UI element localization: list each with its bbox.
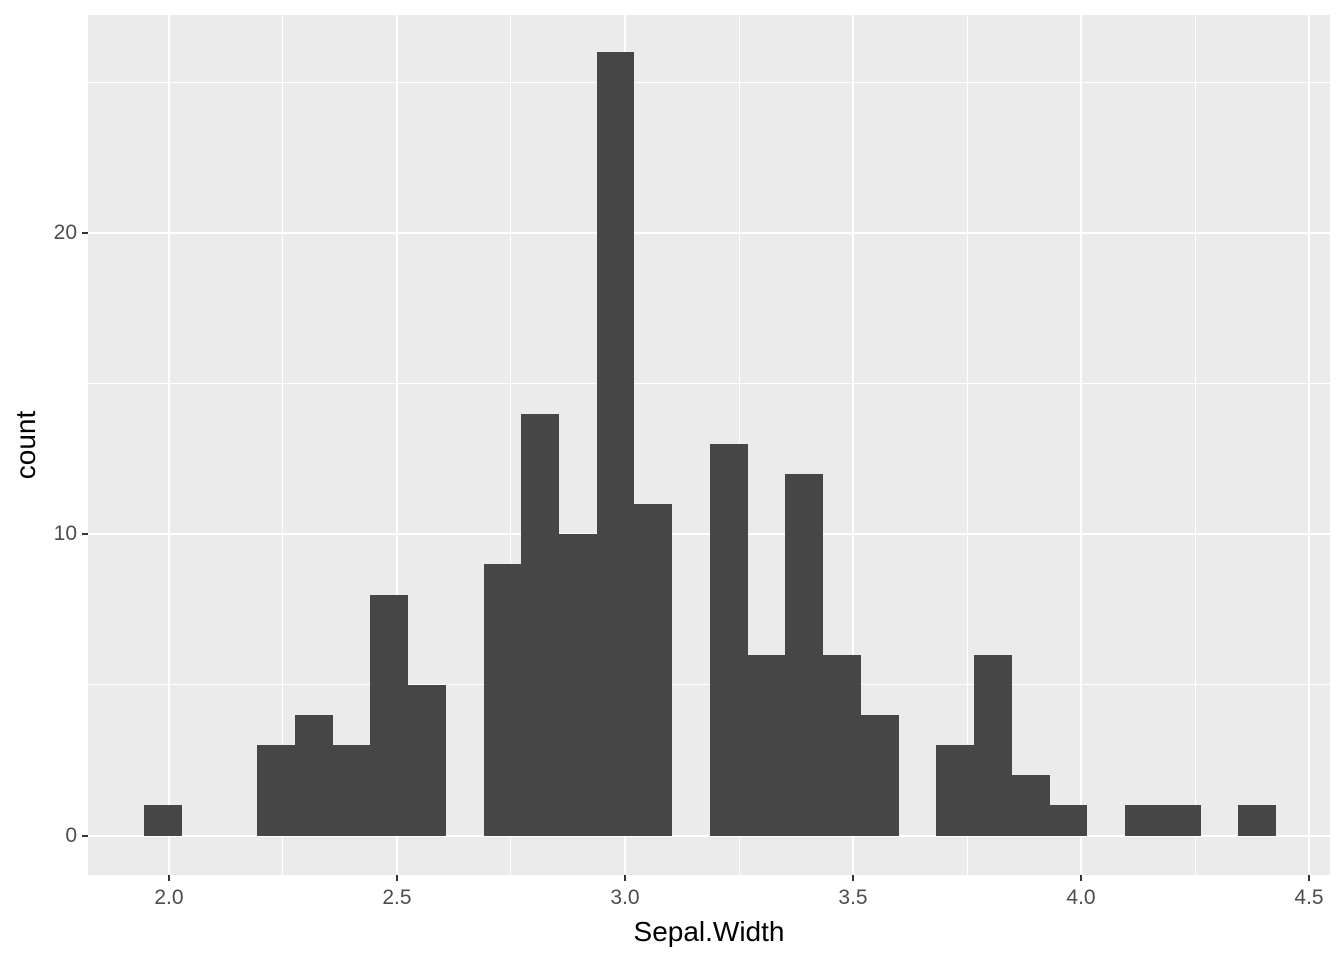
y-tick-label: 20: [53, 221, 77, 245]
histogram-bar: [143, 805, 182, 836]
histogram-bar: [332, 745, 371, 836]
gridline-major-horizontal: [88, 533, 1330, 536]
histogram-bar: [370, 594, 408, 836]
histogram-bar: [823, 654, 861, 836]
x-tick-label: 2.5: [382, 886, 412, 909]
x-tick-mark: [167, 875, 170, 881]
x-tick-label: 4.0: [1066, 886, 1096, 909]
gridline-major-vertical: [1080, 15, 1083, 875]
y-tick-mark: [82, 533, 88, 536]
histogram-bar: [1011, 775, 1050, 836]
y-axis-title: count: [10, 410, 41, 480]
gridline-minor-vertical: [282, 15, 284, 875]
y-tick-label: 10: [53, 522, 77, 546]
histogram-bar: [860, 715, 899, 836]
histogram-bar: [1238, 805, 1276, 836]
gridline-minor-horizontal: [88, 81, 1330, 83]
plot-panel: [88, 15, 1330, 875]
histogram-bar: [483, 564, 522, 836]
x-tick-mark: [852, 875, 854, 881]
histogram-bar: [974, 654, 1012, 836]
gridline-major-vertical: [167, 15, 170, 875]
histogram-bar: [1049, 805, 1088, 836]
histogram-bar: [634, 504, 673, 836]
x-tick-label: 3.5: [838, 886, 868, 909]
x-tick-label: 3.0: [610, 886, 640, 909]
y-tick-label: 0: [65, 823, 77, 847]
gridline-major-vertical: [852, 15, 854, 875]
x-tick-mark: [1308, 875, 1311, 881]
histogram-bar: [1162, 805, 1201, 836]
gridline-major-horizontal: [88, 834, 1330, 837]
y-tick-mark: [82, 834, 88, 837]
gridline-major-vertical: [1308, 15, 1311, 875]
gridline-minor-vertical: [966, 15, 968, 875]
histogram-bar: [407, 684, 446, 836]
y-tick-mark: [82, 232, 88, 235]
gridline-minor-horizontal: [88, 684, 1330, 686]
histogram-bar: [785, 474, 824, 836]
histogram-bar: [294, 715, 333, 836]
gridline-minor-vertical: [510, 15, 512, 875]
histogram-bar: [936, 745, 975, 836]
gridline-minor-horizontal: [88, 383, 1330, 385]
gridline-minor-vertical: [1194, 15, 1196, 875]
x-axis-title: Sepal.Width: [633, 916, 785, 947]
histogram-bar: [558, 534, 597, 836]
histogram-bar: [257, 745, 295, 836]
x-tick-label: 2.0: [154, 886, 184, 909]
x-tick-label: 4.5: [1294, 886, 1324, 909]
histogram-bar: [596, 52, 635, 836]
gridline-major-vertical: [395, 15, 398, 875]
gridline-major-horizontal: [88, 232, 1330, 235]
histogram-bar: [521, 413, 559, 836]
histogram-bar: [709, 443, 748, 836]
x-tick-mark: [624, 875, 626, 881]
histogram-bar: [1125, 805, 1163, 836]
x-tick-mark: [395, 875, 398, 881]
x-tick-mark: [1080, 875, 1083, 881]
histogram-bar: [747, 654, 786, 836]
